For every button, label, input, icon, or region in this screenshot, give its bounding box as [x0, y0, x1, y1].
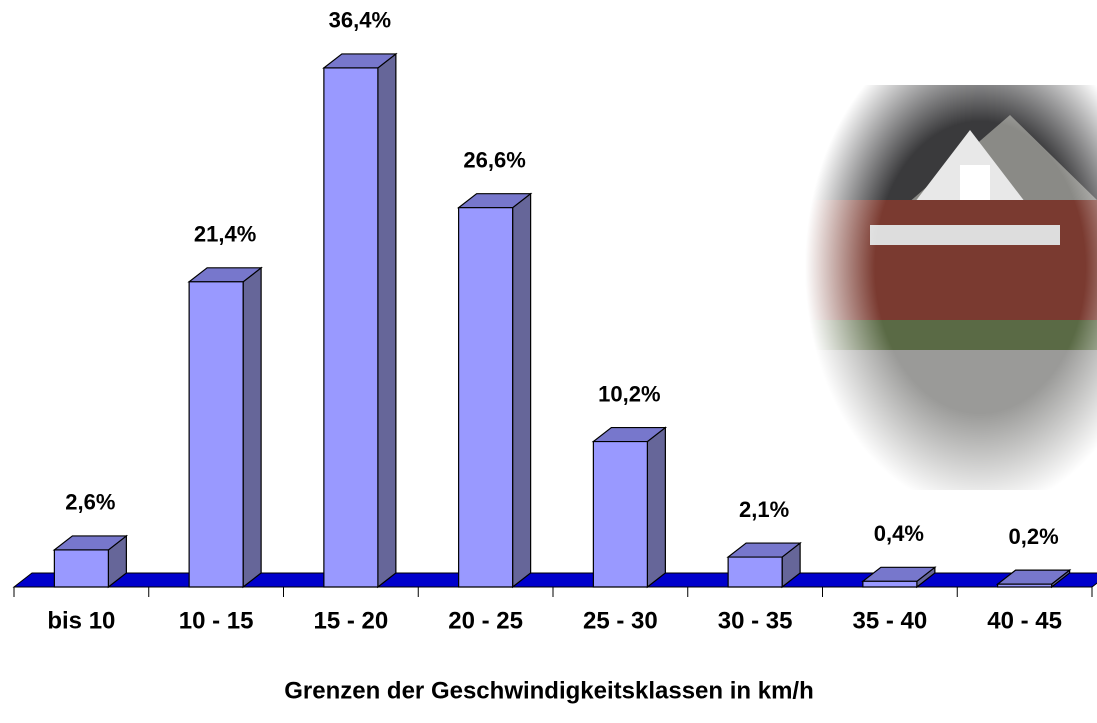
- floor: [14, 573, 1097, 587]
- bar-face: [593, 442, 647, 587]
- x-tick-label: 35 - 40: [853, 607, 928, 634]
- x-tick-label: 30 - 35: [718, 607, 793, 634]
- bar-face: [728, 557, 782, 587]
- bar-face: [189, 282, 243, 587]
- bar: [54, 536, 126, 587]
- data-label: 0,2%: [1009, 524, 1059, 549]
- bar-face: [378, 54, 396, 587]
- x-tick-label: 40 - 45: [987, 607, 1062, 634]
- bar-face: [324, 68, 378, 587]
- bar-face: [863, 581, 917, 587]
- bar: [324, 54, 396, 587]
- bar: [593, 428, 665, 587]
- bar-face: [647, 428, 665, 587]
- bar-face: [243, 268, 261, 587]
- data-label: 2,1%: [739, 497, 789, 522]
- bar: [459, 194, 531, 587]
- data-label: 0,4%: [874, 521, 924, 546]
- data-label: 10,2%: [598, 381, 660, 406]
- bar-face: [998, 584, 1052, 587]
- bar-face: [54, 550, 108, 587]
- x-tick-label: 15 - 20: [314, 607, 389, 634]
- chart: Grenzen der Geschwindigkeitsklassen in k…: [0, 0, 1097, 723]
- data-label: 36,4%: [329, 8, 391, 33]
- bar: [728, 543, 800, 587]
- photo: [805, 85, 1097, 490]
- bar-face: [513, 194, 531, 587]
- bar-face: [459, 208, 513, 587]
- x-axis-title: Grenzen der Geschwindigkeitsklassen in k…: [284, 677, 814, 704]
- x-tick-label: bis 10: [47, 607, 115, 634]
- data-label: 26,6%: [463, 147, 525, 172]
- data-label: 2,6%: [65, 490, 115, 515]
- x-tick-label: 10 - 15: [179, 607, 254, 634]
- x-tick-label: 20 - 25: [448, 607, 523, 634]
- x-tick-label: 25 - 30: [583, 607, 658, 634]
- page: {"chart_data": {"type": "bar", "x_label"…: [0, 0, 1097, 723]
- data-label: 21,4%: [194, 222, 256, 247]
- bar: [189, 268, 261, 587]
